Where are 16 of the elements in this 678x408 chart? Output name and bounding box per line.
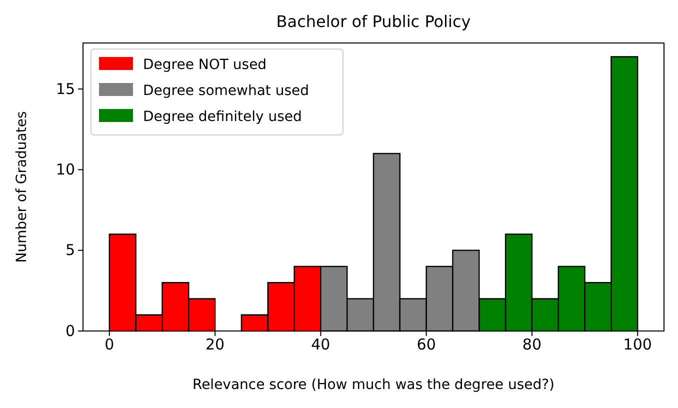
y-tick-label: 10 — [56, 160, 75, 178]
legend-label: Degree somewhat used — [143, 83, 310, 99]
x-tick-label: 20 — [206, 336, 225, 354]
y-axis-title: Number of Graduates — [14, 111, 30, 263]
y-tick-label: 5 — [65, 241, 75, 260]
x-tick-label: 0 — [104, 336, 114, 354]
y-tick-label: 0 — [65, 322, 75, 340]
x-tick-label: 80 — [522, 336, 542, 354]
y-tick-label: 15 — [56, 80, 75, 98]
x-tick-label: 60 — [416, 336, 436, 354]
legend-label: Degree NOT used — [143, 57, 267, 73]
x-tick-label: 40 — [311, 336, 330, 354]
x-tick-label: 100 — [623, 336, 652, 354]
legend-label: Degree definitely used — [143, 109, 302, 125]
chart-title: Bachelor of Public Policy — [276, 12, 471, 31]
x-axis-title: Relevance score (How much was the degree used?) — [192, 377, 555, 393]
